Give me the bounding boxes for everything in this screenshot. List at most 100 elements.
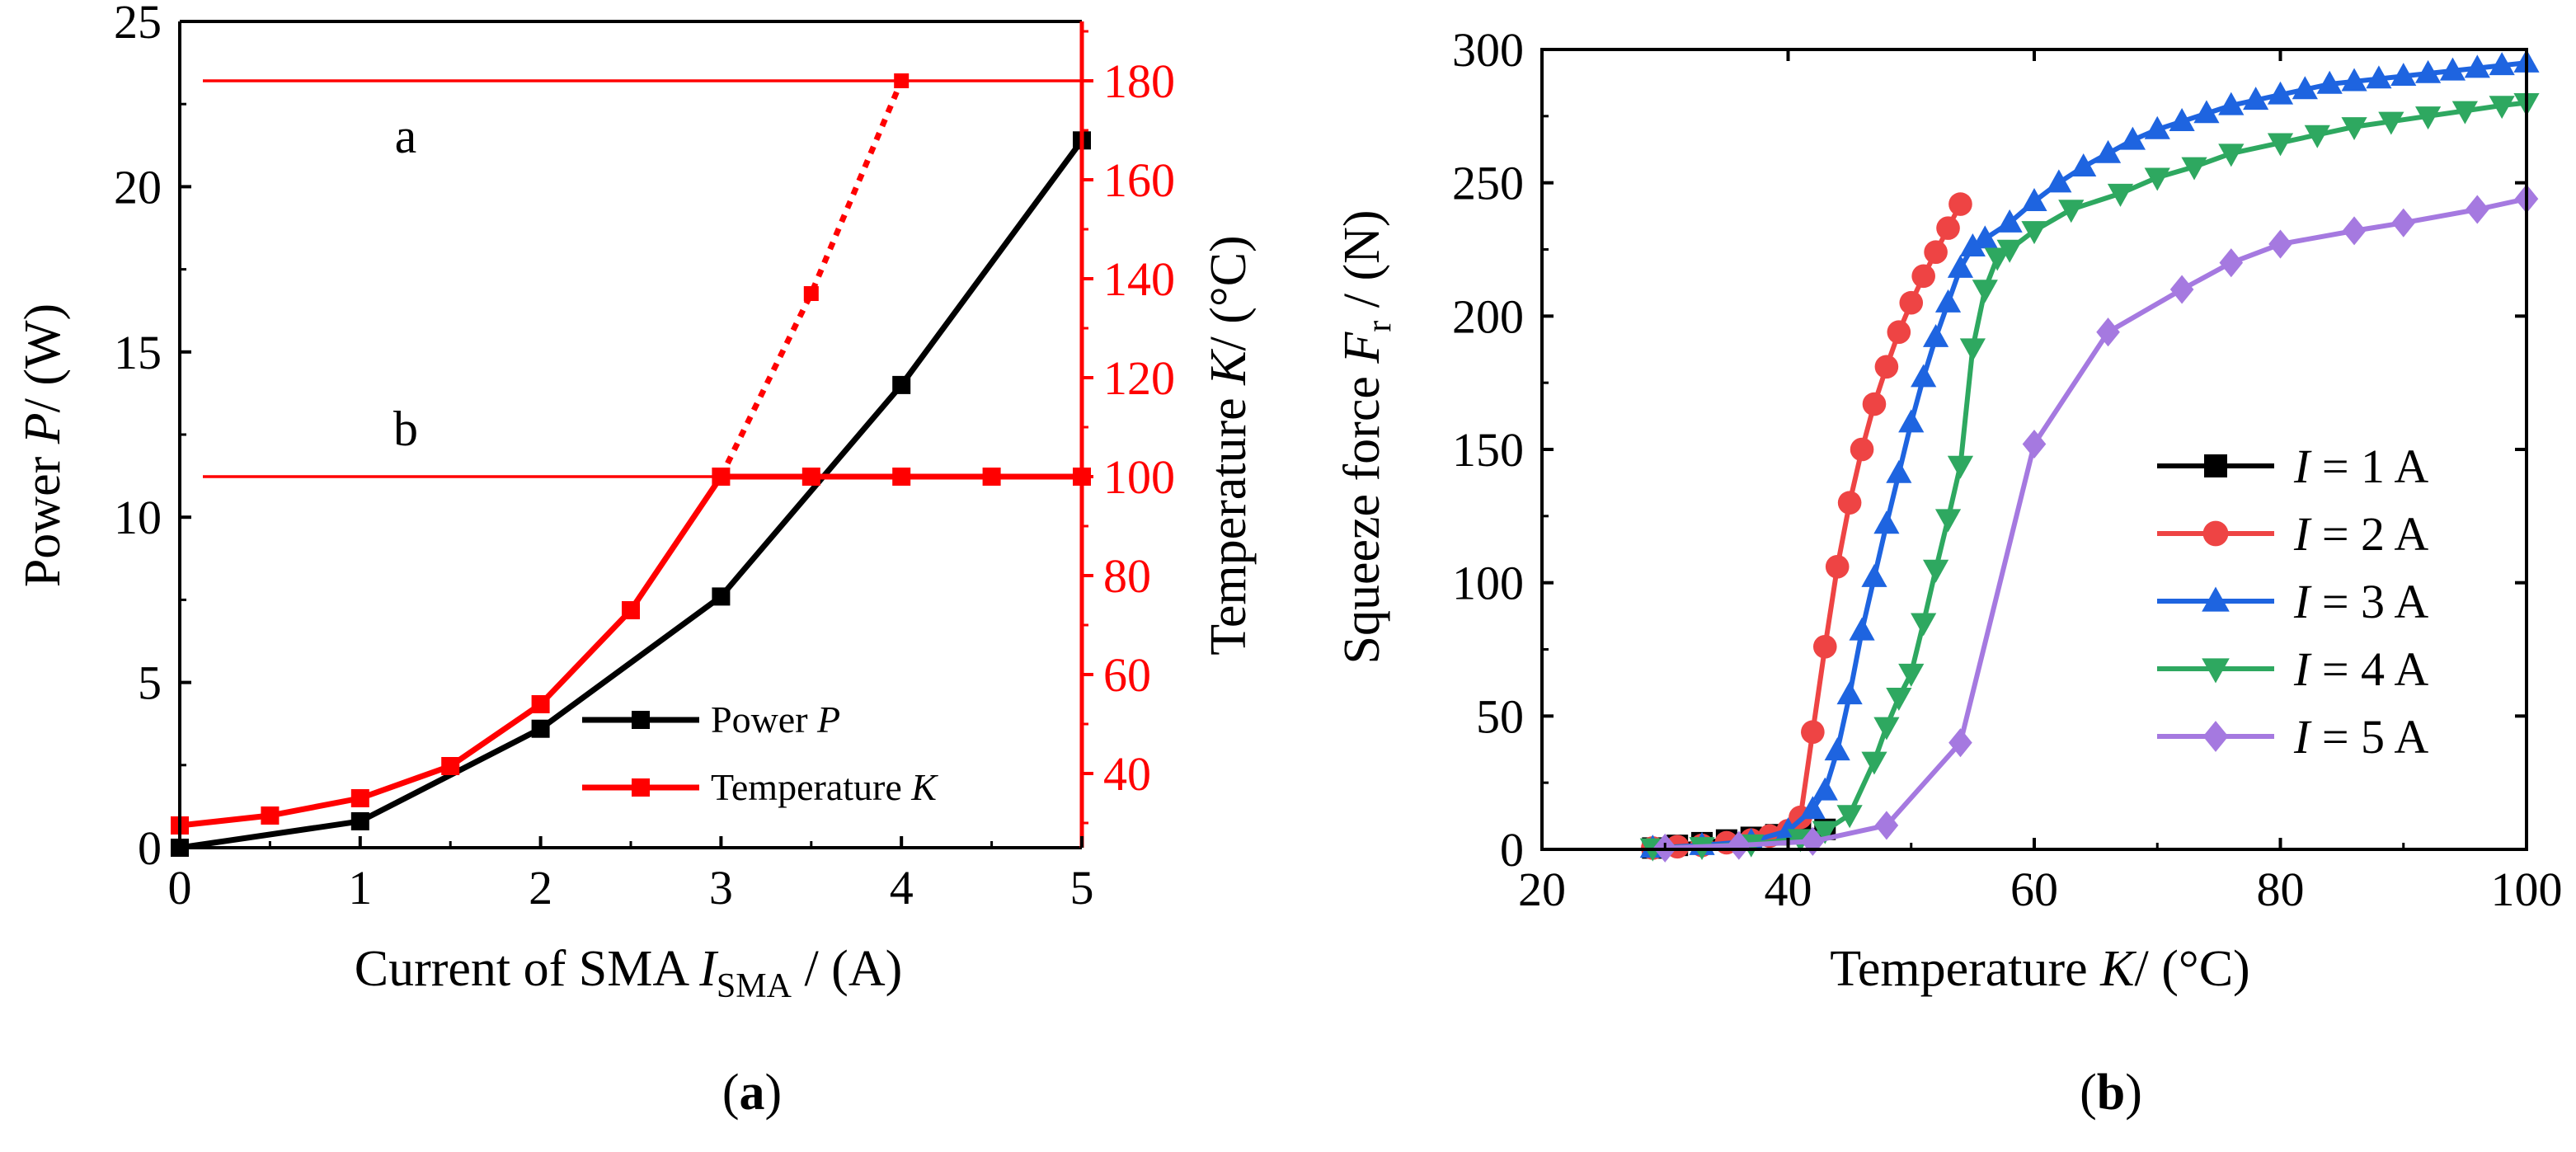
reference-label-b: b (393, 402, 418, 456)
y-tick-label: 250 (1452, 157, 1524, 210)
data-point (1936, 216, 1960, 240)
data-point (2415, 106, 2442, 130)
legend-label-temperature: Temperature K (711, 766, 938, 808)
data-point (1911, 264, 1935, 289)
data-point (1861, 563, 1887, 587)
data-point (2243, 87, 2269, 110)
x-tick-label: 100 (2491, 863, 2563, 916)
data-point (1874, 355, 1899, 379)
legend-marker-i5 (2202, 721, 2229, 752)
data-point (982, 468, 1001, 486)
data-point (1849, 617, 1875, 641)
legend-label-i5: I = 5 A (2293, 710, 2428, 764)
data-point (1947, 254, 1974, 278)
data-point (803, 286, 819, 301)
data-point (2107, 183, 2134, 207)
legend-label-i1: I = 1 A (2293, 440, 2428, 493)
panel-label-b: (b) (2080, 1065, 2142, 1121)
tick-group: 0 1 2 3 4 5 0 5 10 15 20 25 40 60 80 100 120 140 160 180 (114, 0, 1175, 915)
legend-label-i3: I = 3 A (2293, 575, 2428, 628)
legend: Power P Temperature K (582, 698, 938, 808)
data-point (1837, 491, 1862, 515)
data-point (2144, 115, 2170, 139)
y-tick-label: 25 (114, 0, 162, 49)
data-point (2466, 195, 2489, 224)
x-tick-label: 0 (168, 861, 192, 915)
data-point (1861, 751, 1887, 775)
reference-label-a: a (395, 109, 417, 163)
y-axis-title: Power P/ (W) (15, 303, 71, 587)
data-point (1996, 209, 2023, 233)
data-point (2391, 208, 2416, 237)
x-tick-label: 80 (2257, 863, 2305, 916)
data-point (2489, 52, 2515, 76)
data-point (350, 789, 369, 807)
data-point (1959, 233, 1986, 256)
y-tick-label: 0 (1500, 823, 1524, 877)
data-point (2181, 157, 2207, 181)
x-tick-label: 5 (1070, 861, 1094, 915)
y2-tick-label: 180 (1103, 54, 1175, 108)
data-point (712, 587, 731, 606)
x-axis-title: Temperature K/ (°C) (1830, 941, 2249, 997)
data-point (1887, 320, 1911, 345)
data-point (2304, 125, 2330, 148)
x-tick-label: 4 (890, 861, 914, 915)
legend-label-i2: I = 2 A (2293, 507, 2428, 561)
data-point (1947, 455, 1974, 479)
data-point (2144, 167, 2170, 191)
legend: I = 1 A I = 2 A I = 3 A I = 4 A I = 5 A (2157, 440, 2428, 764)
data-point (894, 73, 910, 88)
data-point (892, 375, 911, 394)
legend-marker-i4 (2202, 658, 2230, 684)
data-point (1911, 613, 1937, 637)
data-point (1959, 338, 1986, 362)
reference-lines (203, 79, 1082, 478)
data-point (1873, 510, 1900, 534)
data-point (1799, 796, 1826, 820)
data-point (2058, 200, 2085, 223)
legend-marker-i2 (2202, 520, 2229, 547)
data-point (2218, 92, 2245, 115)
y-tick-label: 10 (114, 491, 162, 544)
data-point (1862, 392, 1887, 416)
legend-marker-i1 (2204, 454, 2227, 477)
y-tick-label: 200 (1452, 289, 1524, 343)
series-line-temperature (179, 473, 1082, 829)
data-point (1984, 247, 2010, 271)
data-point (2169, 108, 2195, 131)
y-axis-title: Squeeze force Fr / (N) (1334, 209, 1398, 664)
data-point (531, 719, 550, 738)
y2-tick-label: 80 (1103, 549, 1151, 603)
y2-tick-label: 100 (1103, 450, 1175, 504)
data-point (2451, 101, 2478, 125)
data-point (2169, 275, 2194, 304)
data-point (2119, 126, 2146, 150)
data-point (2341, 68, 2367, 92)
data-point (441, 757, 460, 775)
y2-tick-label: 120 (1103, 351, 1175, 405)
data-point (1899, 290, 1924, 315)
data-point (1812, 634, 1837, 659)
data-point (2268, 229, 2292, 259)
data-point (2366, 65, 2392, 89)
y-tick-label: 100 (1452, 557, 1524, 610)
data-point (1934, 509, 1962, 533)
data-point (1873, 717, 1900, 741)
data-point (2292, 76, 2318, 100)
y2-tick-label: 60 (1103, 648, 1151, 702)
data-point (1972, 280, 1998, 303)
data-point (1874, 811, 1899, 840)
x-tick-label: 3 (709, 861, 733, 915)
data-point (261, 806, 280, 825)
y2-tick-label: 160 (1103, 153, 1175, 207)
y2-axis-title: Temperature K/ (°C) (1201, 235, 1257, 655)
data-point (1924, 240, 1948, 265)
tick-group: 20 40 60 80 100 0 50 100 150 200 250 300 (1452, 23, 2563, 916)
y-tick-label: 5 (138, 656, 162, 710)
y-tick-label: 150 (1452, 423, 1524, 477)
data-point (2021, 188, 2047, 211)
data-point (1801, 720, 1825, 745)
